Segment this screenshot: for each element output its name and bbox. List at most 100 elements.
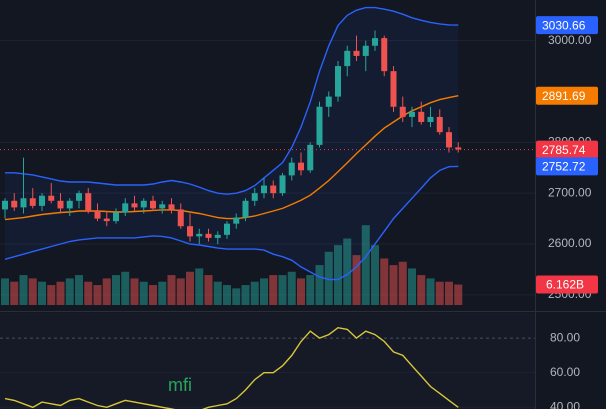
volume-badge: [536, 275, 598, 294]
volume-bar: [398, 261, 407, 305]
volume-bar: [454, 284, 463, 305]
volume-bar: [324, 251, 333, 305]
candle-body: [233, 217, 240, 224]
volume-bar: [176, 278, 185, 305]
volume-bar: [250, 281, 259, 305]
volume-bar: [56, 281, 65, 305]
volume-bar: [315, 265, 324, 305]
volume-bar: [213, 281, 222, 305]
middle-band: [4, 95, 459, 221]
volume-bar: [167, 275, 176, 305]
candle-body: [353, 50, 360, 56]
candle-body: [436, 116, 443, 133]
candle-body: [335, 66, 341, 97]
volume-bar: [334, 245, 342, 305]
candle-body: [224, 223, 230, 235]
candle-body: [196, 233, 203, 237]
y-tick-label: 2600.00: [548, 236, 592, 250]
volume-bar: [149, 285, 157, 305]
candle-body: [242, 200, 249, 218]
candle-body: [288, 162, 295, 176]
y-tick-label: 40.00: [550, 399, 580, 409]
volume-bar: [297, 278, 305, 305]
candle-body: [159, 204, 166, 209]
candle-body: [177, 209, 184, 227]
price-badge-label: 2891.69: [542, 89, 586, 103]
volume-bar: [343, 238, 352, 305]
price-badge-label: 2785.74: [542, 143, 586, 157]
candle-body: [261, 185, 267, 194]
volume-bar: [232, 288, 241, 305]
candle-body: [94, 210, 101, 219]
candle-body: [362, 45, 369, 56]
candle-body: [279, 175, 286, 194]
price-badge: [536, 16, 598, 35]
volume-bar: [352, 255, 361, 305]
candle-body: [298, 162, 304, 171]
volume-bar: [278, 275, 287, 305]
candle-body: [390, 71, 397, 107]
candle-body: [372, 38, 378, 46]
volume-bar: [223, 285, 231, 305]
candle-body: [85, 193, 92, 211]
volume-bar: [260, 278, 268, 305]
volume-bar: [10, 281, 19, 305]
volume-bar: [19, 275, 28, 305]
candle-body: [76, 193, 82, 201]
volume-bar: [65, 278, 74, 305]
candle-body: [325, 96, 332, 107]
volume-bar: [1, 278, 9, 305]
volume-bar: [287, 271, 296, 305]
volume-bar: [102, 278, 111, 305]
price-badge-label: 3030.66: [542, 18, 586, 32]
volume-bar: [426, 278, 435, 305]
lower-band: [4, 165, 459, 281]
candle-body: [122, 203, 129, 213]
price-badge-label: 2752.72: [542, 160, 586, 174]
y-tick-label: 60.00: [550, 365, 580, 379]
volume-bar: [306, 275, 315, 305]
candle-body: [2, 200, 8, 210]
volume-bar: [93, 285, 102, 305]
candle-body: [48, 195, 55, 201]
volume-bar: [269, 275, 278, 305]
volume-bar: [158, 281, 167, 305]
volume-bar: [361, 225, 370, 305]
price-badge: [536, 140, 598, 159]
volume-badge-label: 6.162B: [546, 278, 584, 292]
volume-bar: [139, 281, 148, 305]
candle-body: [409, 111, 415, 117]
candle-body: [39, 195, 45, 206]
price-badge: [536, 86, 598, 105]
volume-bar: [121, 271, 130, 305]
indicator-line: [4, 326, 459, 409]
candle-body: [446, 132, 452, 148]
volume-bar: [186, 271, 194, 305]
candle-body: [150, 200, 156, 209]
volume-bar: [408, 268, 416, 305]
volume-bar: [47, 285, 56, 305]
candle-body: [381, 38, 388, 72]
volume-bar: [84, 281, 93, 305]
volume-bar: [445, 281, 453, 305]
candle-body: [113, 212, 119, 222]
candle-body: [205, 233, 212, 238]
candle-body: [418, 111, 425, 122]
volume-bar: [417, 275, 426, 305]
volume-bar: [38, 281, 46, 305]
price-badge: [536, 157, 598, 176]
volume-bar: [75, 275, 83, 305]
candle-body: [20, 198, 27, 208]
candle-body: [307, 144, 314, 171]
candle-body: [131, 203, 138, 208]
y-tick-label: 2700.00: [548, 185, 592, 199]
candle-body: [187, 226, 193, 237]
volume-bar: [28, 278, 37, 305]
candle-body: [66, 200, 73, 209]
volume-bar: [195, 268, 204, 305]
candle-body: [344, 50, 351, 67]
candle-body: [140, 200, 147, 208]
candle-body: [316, 106, 323, 145]
volume-bar: [380, 258, 389, 305]
